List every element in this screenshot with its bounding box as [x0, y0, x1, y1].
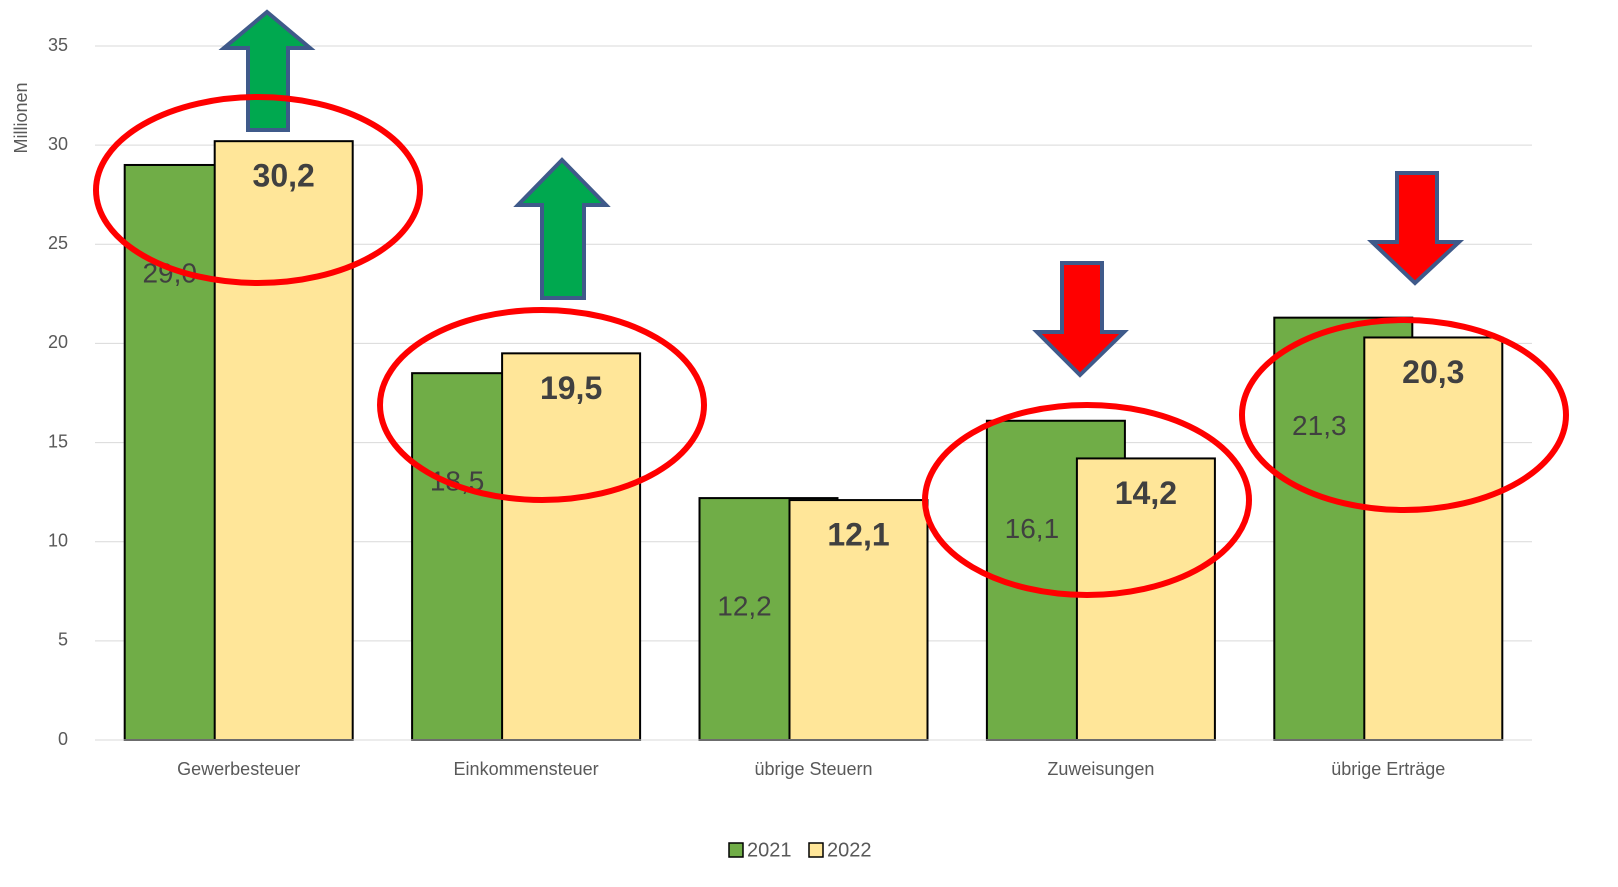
y-tick-label: 20: [48, 332, 68, 352]
legend-swatch: [808, 842, 824, 858]
y-tick-label: 35: [48, 35, 68, 55]
y-tick-label: 15: [48, 431, 68, 451]
data-label: 30,2: [253, 158, 315, 194]
y-tick-label: 5: [58, 630, 68, 650]
data-label: 16,1: [1005, 513, 1060, 544]
bar: [213, 140, 354, 742]
data-label: 14,2: [1115, 475, 1177, 511]
highlight-ellipse: [1239, 317, 1569, 513]
highlight-ellipse: [377, 307, 707, 503]
plot: 05101520253035Gewerbesteuer29,030,2Einko…: [48, 35, 1532, 861]
data-label: 12,2: [717, 590, 772, 621]
y-tick-label: 0: [58, 729, 68, 749]
highlight-ellipse: [922, 402, 1252, 598]
x-tick-label: Einkommensteuer: [454, 759, 599, 779]
data-label: 12,1: [827, 517, 889, 553]
data-label: 20,3: [1402, 354, 1464, 390]
down-arrow: [1032, 261, 1129, 378]
y-tick-label: 30: [48, 134, 68, 154]
x-tick-label: übrige Erträge: [1331, 759, 1445, 779]
x-tick-label: Zuweisungen: [1047, 759, 1154, 779]
up-arrow: [513, 157, 611, 300]
y-tick-label: 10: [48, 530, 68, 550]
bar: [501, 352, 642, 741]
bar: [788, 499, 929, 741]
bar: [1363, 336, 1504, 741]
bar: [1075, 457, 1216, 741]
legend-label: 2022: [827, 839, 872, 861]
down-arrow: [1367, 171, 1465, 286]
highlight-ellipse: [93, 94, 423, 286]
data-label: 19,5: [540, 370, 602, 406]
y-tick-label: 25: [48, 233, 68, 253]
x-tick-label: übrige Steuern: [754, 759, 872, 779]
annotations: [93, 9, 1569, 598]
legend-swatch: [728, 842, 744, 858]
x-tick-label: Gewerbesteuer: [177, 759, 300, 779]
legend-label: 2021: [747, 839, 792, 861]
y-axis-label: Millionen: [11, 82, 31, 153]
data-label: 21,3: [1292, 410, 1347, 441]
up-arrow: [218, 9, 316, 132]
